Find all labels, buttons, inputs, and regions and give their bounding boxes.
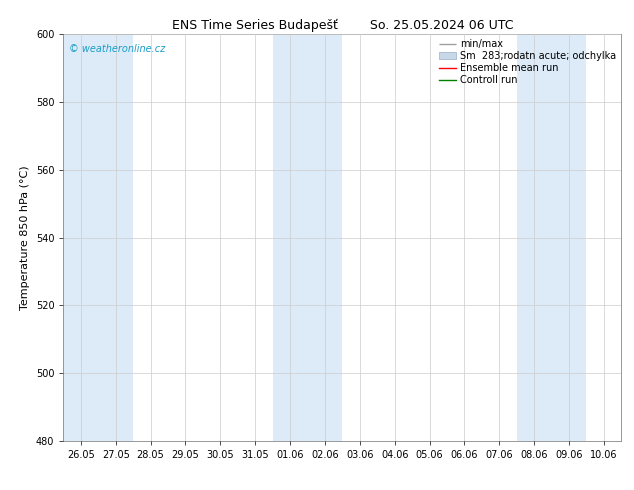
Text: © weatheronline.cz: © weatheronline.cz xyxy=(69,45,165,54)
Title: ENS Time Series Budapešť        So. 25.05.2024 06 UTC: ENS Time Series Budapešť So. 25.05.2024 … xyxy=(172,19,513,32)
Y-axis label: Temperature 850 hPa (°C): Temperature 850 hPa (°C) xyxy=(20,165,30,310)
Bar xyxy=(273,34,342,441)
Bar xyxy=(517,34,586,441)
Legend: min/max, Sm  283;rodatn acute; odchylka, Ensemble mean run, Controll run: min/max, Sm 283;rodatn acute; odchylka, … xyxy=(437,37,618,87)
Bar xyxy=(63,34,133,441)
